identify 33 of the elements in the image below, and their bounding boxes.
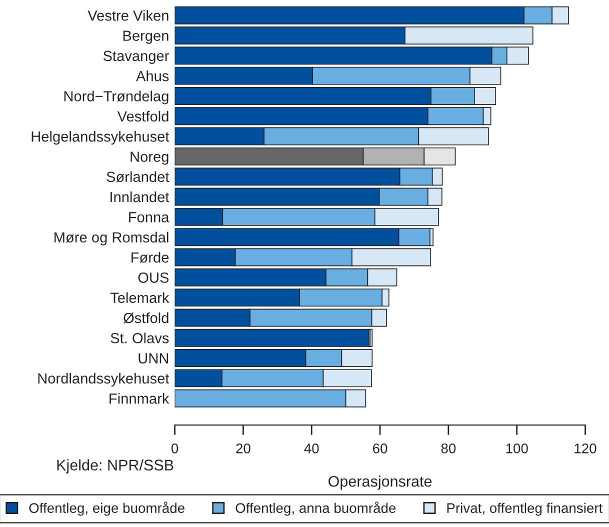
text: Kjelde: NPR/SSB — [57, 459, 174, 474]
x-tick-label: 60 — [373, 444, 388, 454]
y-tick-label: Ahus — [136, 70, 169, 82]
x-tick-label: 40 — [304, 444, 319, 454]
y-tick-label: Østfold — [124, 312, 168, 324]
x-tick-label: 100 — [506, 444, 528, 454]
x-axis-title: Operasjonsrate — [328, 476, 432, 490]
y-tick-label: Vestfold — [117, 110, 168, 122]
x-tick-label: 80 — [441, 444, 456, 454]
y-tick-label: Helgelandssykehuset — [32, 131, 170, 145]
x-tick-label: 120 — [574, 444, 596, 454]
y-tick-label: Telemark — [110, 292, 170, 303]
bar — [174, 328, 369, 347]
y-tick-label: Nordlandssykehuset — [38, 372, 170, 386]
y-tick-label: Finnmark — [110, 393, 170, 404]
x-tick-label: 20 — [236, 444, 250, 454]
y-tick-label: Sørlandet — [106, 171, 170, 182]
y-tick-label: Nord−Trøndelag — [64, 90, 168, 104]
y-tick-label: OUS — [138, 272, 169, 283]
legend-label: Offentleg, anna buområde — [236, 502, 396, 516]
legend-label: Offentleg, eige buområde — [29, 502, 184, 516]
y-tick-label: Førde — [132, 252, 169, 263]
y-tick-label: Møre og Romsdal — [54, 232, 168, 246]
x-tick-label: 0 — [171, 444, 178, 454]
y-tick-label: Stavanger — [103, 50, 169, 64]
y-tick-label: Vestre Viken — [88, 10, 168, 21]
y-tick-label: St. Olavs — [110, 332, 169, 344]
y-tick-label: Bergen — [123, 30, 168, 44]
y-tick-label: Fonna — [129, 212, 170, 222]
legend-label: Privat, offentleg finansiert — [447, 502, 603, 516]
y-tick-label: Innlandet — [110, 191, 170, 202]
y-tick-label: Noreg — [130, 152, 168, 165]
y-tick-label: UNN — [138, 353, 168, 364]
